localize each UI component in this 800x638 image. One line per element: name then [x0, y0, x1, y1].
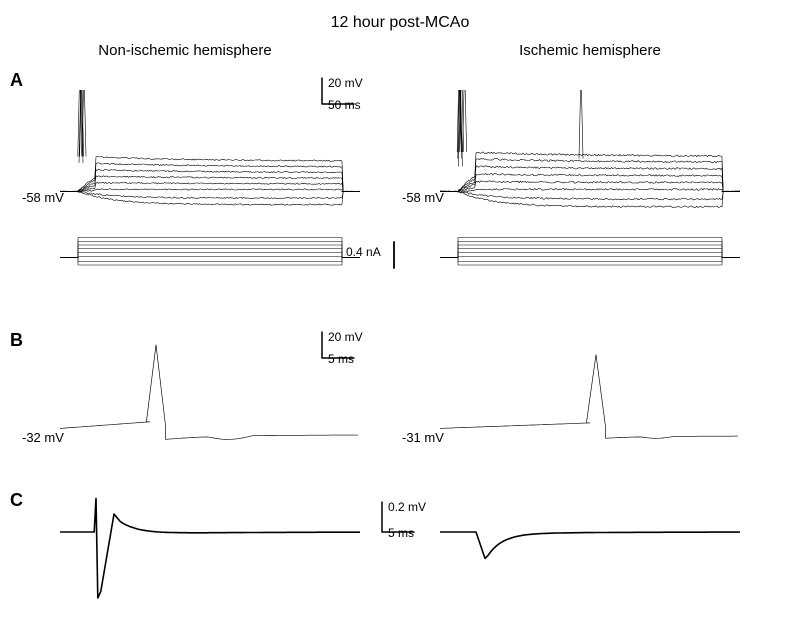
panel-C-left-trace: [60, 490, 360, 610]
panel-B-right-trace: [440, 330, 740, 450]
panel-B-scalebar-x-label: 5 ms: [328, 352, 354, 366]
panel-B-left-threshold-label: -32 mV: [22, 430, 64, 445]
column-right-label: Ischemic hemisphere: [519, 42, 661, 59]
panel-A-right-traces: [440, 90, 740, 220]
panel-A-scalebar-x-label: 50 ms: [328, 98, 361, 112]
figure-title: 12 hour post-MCAo: [0, 14, 800, 32]
column-left-label: Non-ischemic hemisphere: [98, 42, 271, 59]
panel-A-scalebar-y-label: 20 mV: [328, 76, 363, 90]
panel-A-left-traces: [60, 90, 360, 220]
panel-B-label: B: [10, 330, 23, 351]
panel-C-right-trace: [440, 490, 740, 610]
panel-A-label: A: [10, 70, 23, 91]
figure-root: 12 hour post-MCAo Non-ischemic hemispher…: [0, 0, 800, 638]
panel-B-right-threshold-label: -31 mV: [402, 430, 444, 445]
panel-A-stim-scalebar-label: 0.4 nA: [346, 245, 381, 259]
panel-A-left-baseline-label: -58 mV: [22, 190, 64, 205]
panel-A-right-stimulus: [440, 230, 740, 280]
panel-C-scalebar-x-label: 5 ms: [388, 526, 414, 540]
panel-A-left-stimulus: [60, 230, 360, 280]
panel-A-stim-scalebar: [390, 240, 398, 270]
panel-B-left-trace: [60, 330, 360, 450]
panel-C-label: C: [10, 490, 23, 511]
panel-B-scalebar-y-label: 20 mV: [328, 330, 363, 344]
panel-A-right-baseline-label: -58 mV: [402, 190, 444, 205]
panel-C-scalebar-y-label: 0.2 mV: [388, 500, 426, 514]
